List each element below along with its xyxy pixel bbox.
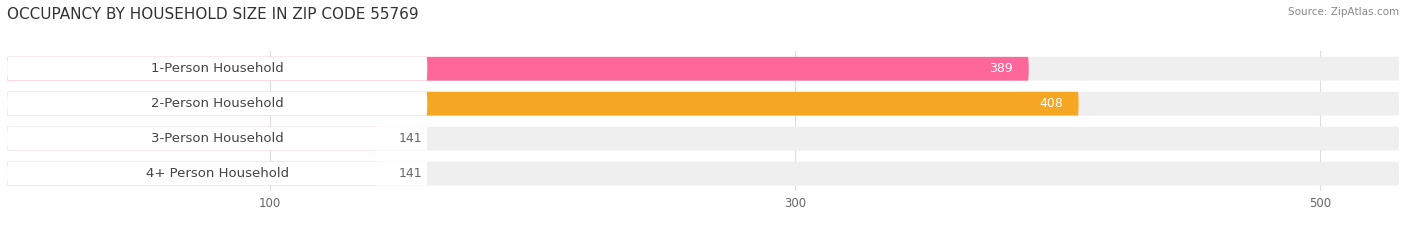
FancyBboxPatch shape [7, 57, 1399, 81]
Text: 408: 408 [1039, 97, 1063, 110]
FancyBboxPatch shape [7, 57, 1029, 81]
FancyBboxPatch shape [7, 57, 427, 81]
FancyBboxPatch shape [7, 92, 427, 116]
FancyBboxPatch shape [7, 162, 377, 185]
Text: 3-Person Household: 3-Person Household [150, 132, 284, 145]
Text: OCCUPANCY BY HOUSEHOLD SIZE IN ZIP CODE 55769: OCCUPANCY BY HOUSEHOLD SIZE IN ZIP CODE … [7, 7, 419, 22]
Text: Source: ZipAtlas.com: Source: ZipAtlas.com [1288, 7, 1399, 17]
FancyBboxPatch shape [7, 127, 427, 151]
FancyBboxPatch shape [7, 127, 1399, 151]
FancyBboxPatch shape [7, 162, 427, 185]
FancyBboxPatch shape [7, 162, 1399, 185]
FancyBboxPatch shape [7, 127, 377, 151]
Text: 389: 389 [990, 62, 1012, 75]
Text: 141: 141 [398, 132, 422, 145]
FancyBboxPatch shape [7, 92, 1399, 116]
FancyBboxPatch shape [7, 92, 1078, 116]
Text: 141: 141 [398, 167, 422, 180]
Text: 4+ Person Household: 4+ Person Household [146, 167, 288, 180]
Text: 1-Person Household: 1-Person Household [150, 62, 284, 75]
Text: 2-Person Household: 2-Person Household [150, 97, 284, 110]
